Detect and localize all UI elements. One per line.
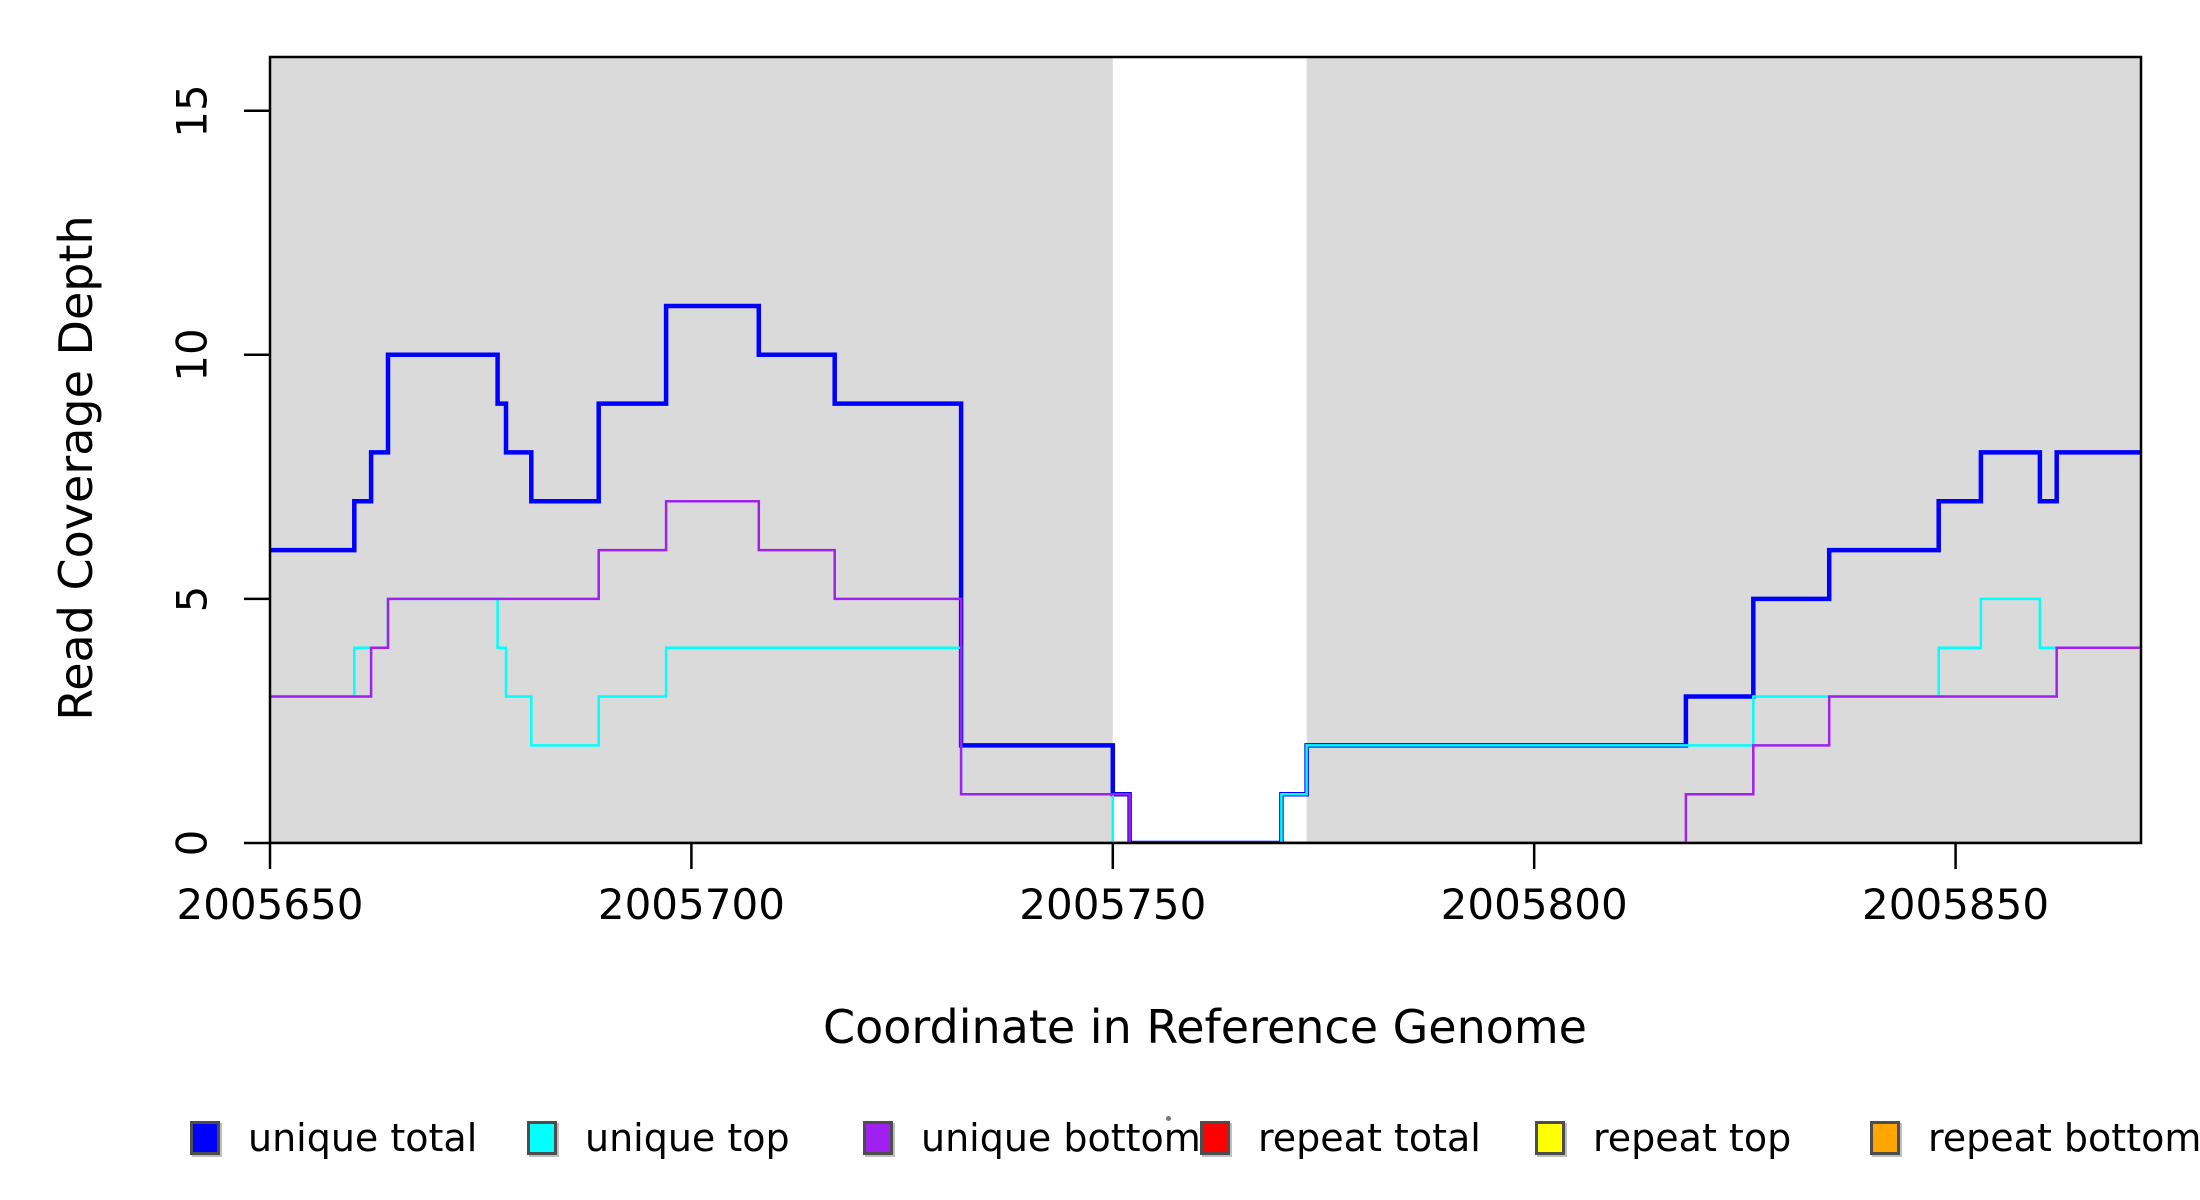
x-tick-label: 2005700	[597, 880, 785, 929]
legend-item-repeat-top: repeat top	[1535, 1116, 1791, 1160]
step-line-unique-total	[270, 303, 2141, 843]
y-axis-title: Read Coverage Depth	[49, 215, 103, 721]
x-tick-label: 2005800	[1440, 880, 1628, 929]
legend-item-unique-bottom: unique bottom	[863, 1116, 1201, 1160]
legend-swatch-unique-bottom	[863, 1121, 893, 1155]
legend-label: repeat total	[1258, 1116, 1481, 1160]
x-tick-label: 2005650	[176, 880, 364, 929]
legend-item-unique-top: unique top	[527, 1116, 790, 1160]
x-tick-label: 2005850	[1862, 880, 2050, 929]
legend-swatch-repeat-bottom	[1870, 1121, 1900, 1155]
plot-border	[268, 55, 2143, 845]
shaded-region	[1306, 57, 2141, 843]
stray-dot	[1166, 1116, 1171, 1121]
legend-label: unique top	[585, 1116, 790, 1160]
legend-label: unique bottom	[921, 1116, 1201, 1160]
legend-item-unique-total: unique total	[190, 1116, 477, 1160]
legend-swatch-unique-total	[190, 1121, 220, 1155]
legend-swatch-repeat-top	[1535, 1121, 1565, 1155]
legend-label: repeat top	[1593, 1116, 1792, 1160]
y-tick-label: 10	[167, 328, 217, 382]
legend-item-repeat-total: repeat total	[1200, 1116, 1481, 1160]
x-axis-title: Coordinate in Reference Genome	[823, 1000, 1587, 1054]
legend-swatch-repeat-total	[1200, 1121, 1230, 1155]
legend-label: repeat bottom	[1928, 1116, 2200, 1160]
step-line-unique-bottom	[270, 500, 2141, 843]
y-tick-label: 0	[167, 829, 217, 857]
x-tick-label: 2005750	[1019, 880, 1207, 929]
y-tick-label: 15	[167, 83, 217, 138]
legend-label: unique total	[248, 1116, 478, 1160]
legend-item-repeat-bottom: repeat bottom	[1870, 1116, 2200, 1160]
legend-swatch-unique-top	[527, 1121, 557, 1155]
y-tick-label: 5	[167, 585, 217, 613]
shaded-region	[270, 57, 1113, 843]
